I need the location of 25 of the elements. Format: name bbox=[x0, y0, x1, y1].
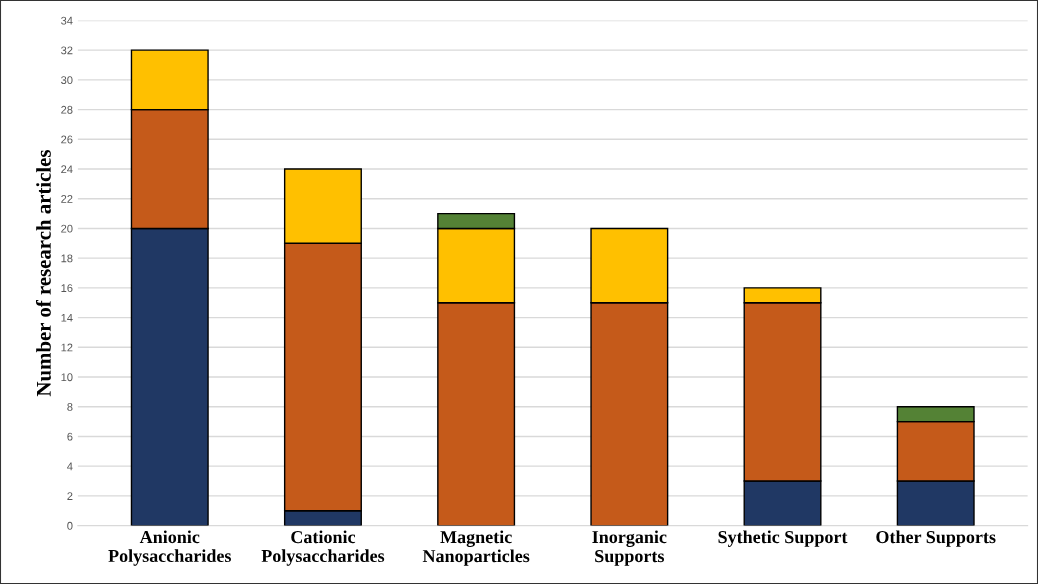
y-tick-label: 24 bbox=[61, 165, 73, 174]
y-tick-label: 2 bbox=[67, 492, 73, 500]
y-tick-label: 16 bbox=[61, 284, 73, 293]
y-tick-label: 4 bbox=[67, 462, 73, 471]
x-tick-label: Other Supports bbox=[876, 530, 996, 547]
y-tick-label: 10 bbox=[61, 373, 73, 382]
y-tick-label: 0 bbox=[67, 521, 73, 530]
y-tick-label: 14 bbox=[61, 313, 73, 322]
x-tick-label: Cationic Polysaccharides bbox=[261, 530, 385, 566]
y-tick-label: 6 bbox=[67, 432, 73, 441]
x-tick-label: Magnetic Nanoparticles bbox=[422, 530, 530, 566]
y-tick-label: 26 bbox=[61, 135, 73, 144]
x-tick-label: Sythetic Support bbox=[718, 530, 848, 547]
y-tick-label: 32 bbox=[61, 46, 73, 55]
y-tick-label: 28 bbox=[61, 105, 73, 114]
y-tick-label: 18 bbox=[61, 254, 73, 263]
y-tick-label: 20 bbox=[61, 224, 73, 233]
y-tick-label: 8 bbox=[67, 403, 73, 411]
y-axis-title: Number of research articles bbox=[35, 150, 51, 397]
y-tick-label: 22 bbox=[61, 195, 73, 203]
x-tick-label: Anionic Polysaccharides bbox=[108, 530, 231, 566]
x-tick-label: Inorganic Supports bbox=[592, 530, 667, 566]
y-tick-label: 34 bbox=[61, 16, 73, 25]
y-tick-label: 30 bbox=[61, 76, 73, 85]
y-tick-label: 12 bbox=[61, 343, 73, 352]
